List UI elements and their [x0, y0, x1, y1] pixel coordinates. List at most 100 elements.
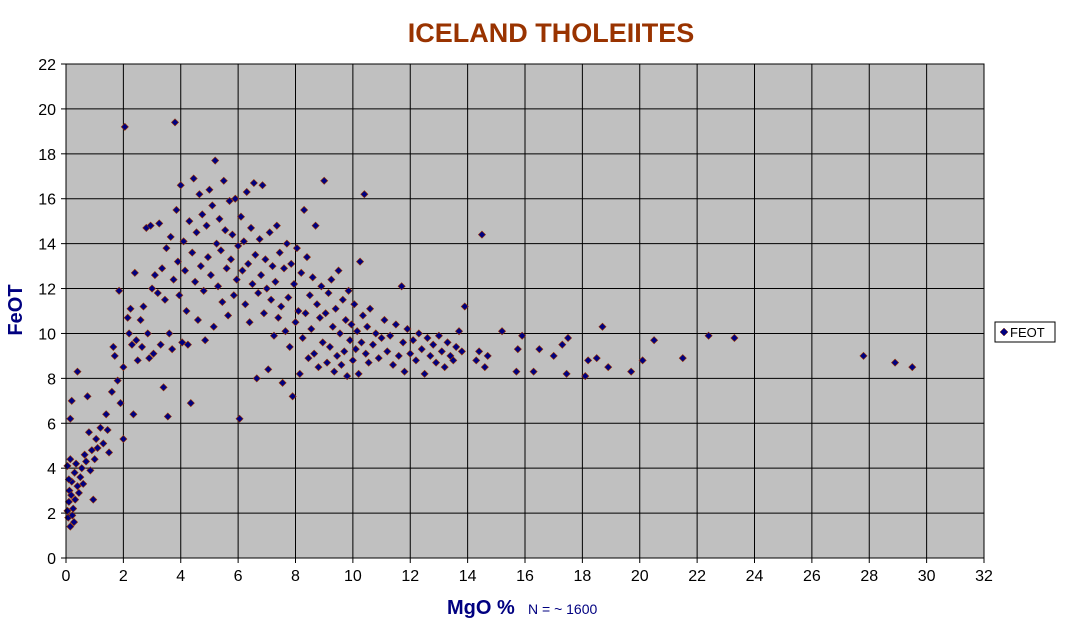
x-tick-label: 0	[62, 568, 71, 585]
data-point	[87, 446, 96, 455]
data-point	[411, 356, 421, 365]
data-point	[241, 300, 250, 309]
data-point	[257, 271, 266, 280]
data-point	[70, 468, 79, 477]
data-point	[72, 459, 81, 468]
data-point	[331, 304, 340, 313]
data-point	[363, 322, 372, 331]
data-point	[262, 284, 271, 293]
data-point	[178, 338, 187, 347]
data-point	[199, 286, 208, 295]
x-tick-label: 16	[516, 568, 534, 585]
x-tick-label: 10	[344, 568, 362, 585]
legend: FEOT	[994, 321, 1056, 343]
data-point	[397, 282, 406, 291]
data-point	[472, 356, 481, 365]
data-point	[891, 358, 900, 367]
data-point	[598, 322, 607, 331]
data-point	[119, 363, 128, 372]
y-tick-label: 16	[38, 192, 56, 209]
data-point	[426, 351, 435, 360]
data-point	[110, 351, 119, 360]
data-point	[208, 201, 217, 210]
data-point	[357, 338, 366, 347]
x-tick-label: 20	[631, 568, 649, 585]
data-point	[73, 367, 82, 376]
y-tick-label: 20	[38, 102, 56, 119]
y-tick-label: 6	[47, 416, 56, 433]
y-tick-label: 14	[38, 237, 56, 254]
y-tick-label: 18	[38, 147, 56, 164]
data-point	[429, 340, 438, 349]
legend-marker-icon	[999, 327, 1009, 337]
data-point	[186, 399, 195, 408]
data-point	[859, 351, 868, 360]
data-point	[386, 331, 395, 340]
data-point	[195, 190, 204, 199]
data-point	[345, 336, 355, 345]
data-point	[558, 340, 567, 349]
data-point	[518, 331, 527, 340]
data-point	[254, 289, 263, 298]
data-point	[179, 237, 188, 246]
x-tick-label: 24	[746, 568, 764, 585]
data-point	[69, 504, 78, 513]
data-point	[265, 228, 274, 237]
data-point	[236, 212, 246, 221]
data-point	[212, 239, 221, 248]
data-point	[394, 351, 403, 360]
data-point	[443, 338, 452, 347]
data-point	[222, 264, 231, 273]
data-point	[143, 329, 152, 338]
y-tick-label: 10	[38, 326, 56, 343]
data-point	[330, 367, 339, 376]
data-point	[403, 324, 412, 333]
data-point	[498, 327, 507, 336]
data-point	[209, 322, 218, 331]
data-point	[203, 253, 213, 262]
data-point	[360, 190, 369, 199]
data-point	[529, 367, 538, 376]
data-point	[535, 345, 544, 354]
data-point	[650, 336, 659, 345]
data-point	[249, 178, 258, 188]
data-point	[604, 363, 613, 372]
data-point	[120, 122, 129, 131]
data-point	[908, 363, 917, 372]
data-point	[327, 275, 336, 284]
data-point	[275, 248, 284, 257]
data-point	[380, 315, 389, 325]
data-point	[310, 349, 319, 358]
x-tick-label: 14	[459, 568, 477, 585]
x-tick-label: 4	[176, 568, 185, 585]
data-point	[68, 511, 77, 520]
data-point	[105, 448, 114, 457]
data-point	[268, 262, 277, 271]
x-tick-label: 30	[918, 568, 936, 585]
data-point	[292, 244, 301, 253]
data-point	[340, 347, 349, 356]
data-point	[181, 266, 190, 275]
data-point	[348, 356, 357, 365]
data-point	[258, 181, 267, 190]
data-point	[417, 345, 426, 354]
data-point	[66, 522, 75, 531]
data-point	[483, 351, 492, 360]
data-point	[229, 291, 238, 300]
data-point	[127, 340, 137, 349]
data-point	[678, 354, 687, 363]
data-point	[245, 318, 254, 327]
data-point	[242, 187, 251, 197]
data-point	[76, 473, 85, 482]
data-point	[298, 333, 307, 342]
data-point	[477, 230, 486, 239]
data-point	[321, 309, 330, 318]
data-point	[414, 329, 423, 338]
data-point	[368, 340, 377, 349]
data-point	[364, 358, 373, 367]
data-point	[109, 342, 118, 351]
data-point	[185, 217, 194, 226]
data-points	[63, 118, 917, 531]
data-point	[317, 282, 326, 291]
